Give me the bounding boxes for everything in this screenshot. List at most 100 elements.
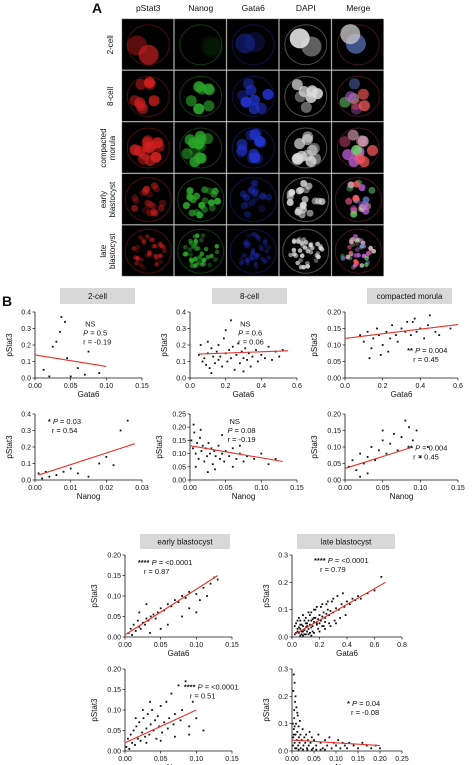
y-tick-label: 0.05: [107, 728, 121, 735]
data-point: [168, 717, 171, 720]
data-point: [306, 622, 308, 625]
stage-title: late blastocyst: [297, 534, 395, 549]
data-point: [427, 324, 429, 327]
data-point: [239, 362, 241, 365]
data-point: [256, 360, 259, 363]
data-point: [304, 617, 307, 619]
y-tick-label: 0.15: [107, 573, 121, 580]
data-point: [311, 630, 314, 633]
x-tick-label: 0.00: [118, 642, 132, 649]
data-point: [320, 619, 322, 622]
data-point: [343, 744, 346, 747]
regression-line: [291, 739, 381, 747]
data-point: [328, 736, 331, 739]
data-point: [69, 467, 72, 470]
data-point: [125, 746, 128, 748]
data-point: [98, 372, 101, 374]
data-point: [48, 475, 51, 478]
data-point: [166, 623, 169, 626]
svg-text:**** P = <0.0001: **** P = <0.0001: [184, 683, 239, 692]
svg-text:8-cell: 8-cell: [106, 87, 115, 106]
data-point: [366, 592, 369, 595]
data-point: [357, 595, 359, 597]
row-label: 8-cell: [106, 87, 115, 106]
data-point: [302, 748, 304, 751]
svg-text:earlyblastocyst: earlyblastocyst: [99, 181, 117, 217]
data-point: [304, 741, 307, 744]
x-tick-label: 0.20: [373, 756, 387, 763]
data-point: [251, 355, 254, 358]
y-tick-label: 0.1: [278, 721, 288, 728]
data-point: [342, 592, 344, 595]
y-axis-label: pStat3: [155, 435, 164, 459]
x-tick-label: 0.05: [154, 642, 168, 649]
data-point: [307, 744, 310, 747]
data-point: [145, 741, 148, 744]
micrograph-tile: [121, 18, 174, 70]
data-point: [293, 625, 296, 627]
data-point: [127, 737, 129, 740]
micrograph-tile: [226, 173, 279, 225]
data-point: [195, 717, 198, 720]
svg-text:compacted morula: compacted morula: [377, 292, 443, 301]
data-point: [199, 436, 201, 439]
micrograph-tile: [331, 70, 384, 122]
data-point: [379, 354, 382, 356]
data-point: [144, 623, 146, 626]
data-point: [131, 741, 133, 744]
svg-text:late blastocyst: late blastocyst: [321, 538, 372, 547]
y-tick-label: 0.15: [327, 428, 341, 435]
data-point: [87, 475, 90, 478]
data-point: [300, 739, 303, 741]
data-point: [184, 680, 187, 683]
data-point: [325, 603, 328, 606]
data-point: [55, 340, 58, 343]
data-point: [134, 630, 137, 632]
svg-text:r = 0.79: r = 0.79: [320, 565, 346, 574]
svg-text:NS: NS: [240, 320, 250, 329]
data-point: [325, 612, 328, 615]
data-point: [380, 576, 383, 578]
data-point: [321, 615, 324, 618]
x-tick-label: 0.00: [338, 485, 352, 492]
svg-text:NS: NS: [229, 417, 239, 426]
data-point: [64, 321, 66, 323]
data-point: [348, 603, 351, 606]
y-tick-label: 0.05: [107, 614, 121, 621]
data-point: [240, 350, 243, 353]
data-point: [306, 630, 308, 633]
data-point: [136, 619, 139, 622]
data-point: [406, 321, 409, 323]
svg-text:r = 0.06: r = 0.06: [238, 338, 264, 347]
data-point: [76, 472, 79, 475]
x-tick-label: 0.00: [183, 485, 197, 492]
data-point: [298, 736, 300, 739]
data-point: [385, 330, 388, 333]
data-point: [192, 423, 195, 426]
data-point: [346, 747, 348, 750]
data-point: [374, 459, 376, 462]
data-point: [324, 739, 326, 741]
data-point: [174, 735, 176, 738]
y-tick-label: 0.15: [327, 326, 341, 333]
data-point: [161, 731, 163, 734]
y-tick-label: 0.00: [107, 749, 121, 756]
data-point: [201, 360, 204, 363]
data-point: [66, 357, 68, 360]
data-point: [242, 357, 245, 360]
x-tick-label: 0.25: [395, 756, 409, 763]
data-point: [278, 355, 281, 358]
data-point: [149, 615, 152, 618]
data-point: [400, 436, 403, 438]
svg-text:P = 0.08: P = 0.08: [227, 426, 255, 435]
data-point: [293, 741, 296, 744]
micrograph-tile: [121, 173, 174, 225]
data-point: [351, 597, 354, 600]
data-point: [305, 733, 307, 736]
data-point: [163, 721, 166, 724]
data-point: [326, 608, 329, 611]
y-tick-label: 0.3: [176, 326, 186, 333]
